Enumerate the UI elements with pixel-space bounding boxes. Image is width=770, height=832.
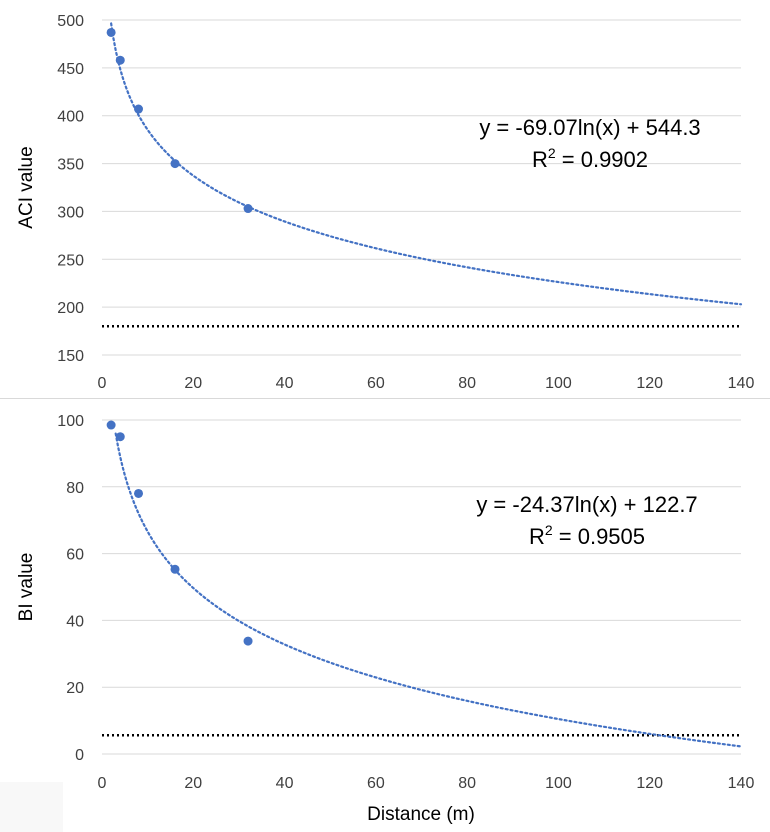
y-tick-label: 450	[57, 61, 84, 78]
y-tick-label: 150	[57, 348, 84, 365]
x-tick-label: 20	[184, 775, 202, 792]
y-tick-label: 250	[57, 252, 84, 269]
r-squared-label: R2 = 0.9505	[529, 522, 645, 549]
x-tick-label: 80	[458, 775, 476, 792]
data-point	[243, 204, 253, 214]
r-squared-prefix: R	[532, 147, 548, 172]
x-tick-label: 60	[367, 775, 385, 792]
data-point	[106, 27, 116, 37]
x-tick-label: 20	[184, 375, 202, 392]
data-point	[134, 104, 144, 114]
data-point	[170, 159, 180, 169]
bi-chart: 0 20 40 60 80 100 0 20 40 60 80 100 120 140 BI value Di…	[16, 413, 754, 825]
x-tick-label: 60	[367, 375, 385, 392]
y-tick-label: 0	[75, 747, 84, 764]
x-tick-label: 100	[545, 375, 572, 392]
r-squared-superscript: 2	[548, 145, 556, 161]
data-point	[243, 636, 253, 646]
x-tick-label: 140	[728, 375, 755, 392]
y-tick-label: 40	[66, 613, 84, 630]
data-point	[170, 564, 180, 574]
data-point	[134, 488, 144, 498]
y-tick-label: 350	[57, 157, 84, 174]
r-squared-superscript: 2	[545, 522, 553, 538]
r-squared-prefix: R	[529, 524, 545, 549]
aci-chart: 150 200 250 300 350 400 450 500 0 20 40 60 80 100 120 1…	[16, 13, 754, 392]
r-squared-value: = 0.9505	[553, 524, 645, 549]
y-tick-label: 100	[57, 413, 84, 430]
x-tick-label: 100	[545, 775, 572, 792]
y-tick-label: 300	[57, 204, 84, 221]
data-point	[115, 55, 125, 65]
y-axis-title: ACI value	[16, 146, 37, 228]
data-point	[106, 420, 116, 430]
x-axis-title: Distance (m)	[367, 804, 475, 825]
trendline	[114, 432, 743, 748]
x-tick-label: 40	[276, 375, 294, 392]
x-tick-label: 80	[458, 375, 476, 392]
x-tick-label: 0	[98, 775, 107, 792]
y-tick-label: 400	[57, 109, 84, 126]
trendline	[110, 22, 743, 306]
r-squared-value: = 0.9902	[556, 147, 648, 172]
x-tick-label: 0	[98, 375, 107, 392]
trendline-equation: y = -69.07ln(x) + 544.3	[479, 115, 700, 140]
trendline-equation: y = -24.37ln(x) + 122.7	[476, 492, 697, 517]
r-squared-label: R2 = 0.9902	[532, 145, 648, 172]
y-axis-title: BI value	[16, 553, 37, 622]
y-tick-label: 60	[66, 547, 84, 564]
y-tick-label: 200	[57, 300, 84, 317]
x-tick-label: 120	[636, 375, 663, 392]
data-point	[115, 432, 125, 442]
x-tick-label: 140	[728, 775, 755, 792]
y-tick-label: 500	[57, 13, 84, 30]
x-tick-label: 40	[276, 775, 294, 792]
corner-patch	[0, 782, 63, 832]
y-tick-label: 80	[66, 480, 84, 497]
x-tick-label: 120	[636, 775, 663, 792]
y-tick-label: 20	[66, 680, 84, 697]
